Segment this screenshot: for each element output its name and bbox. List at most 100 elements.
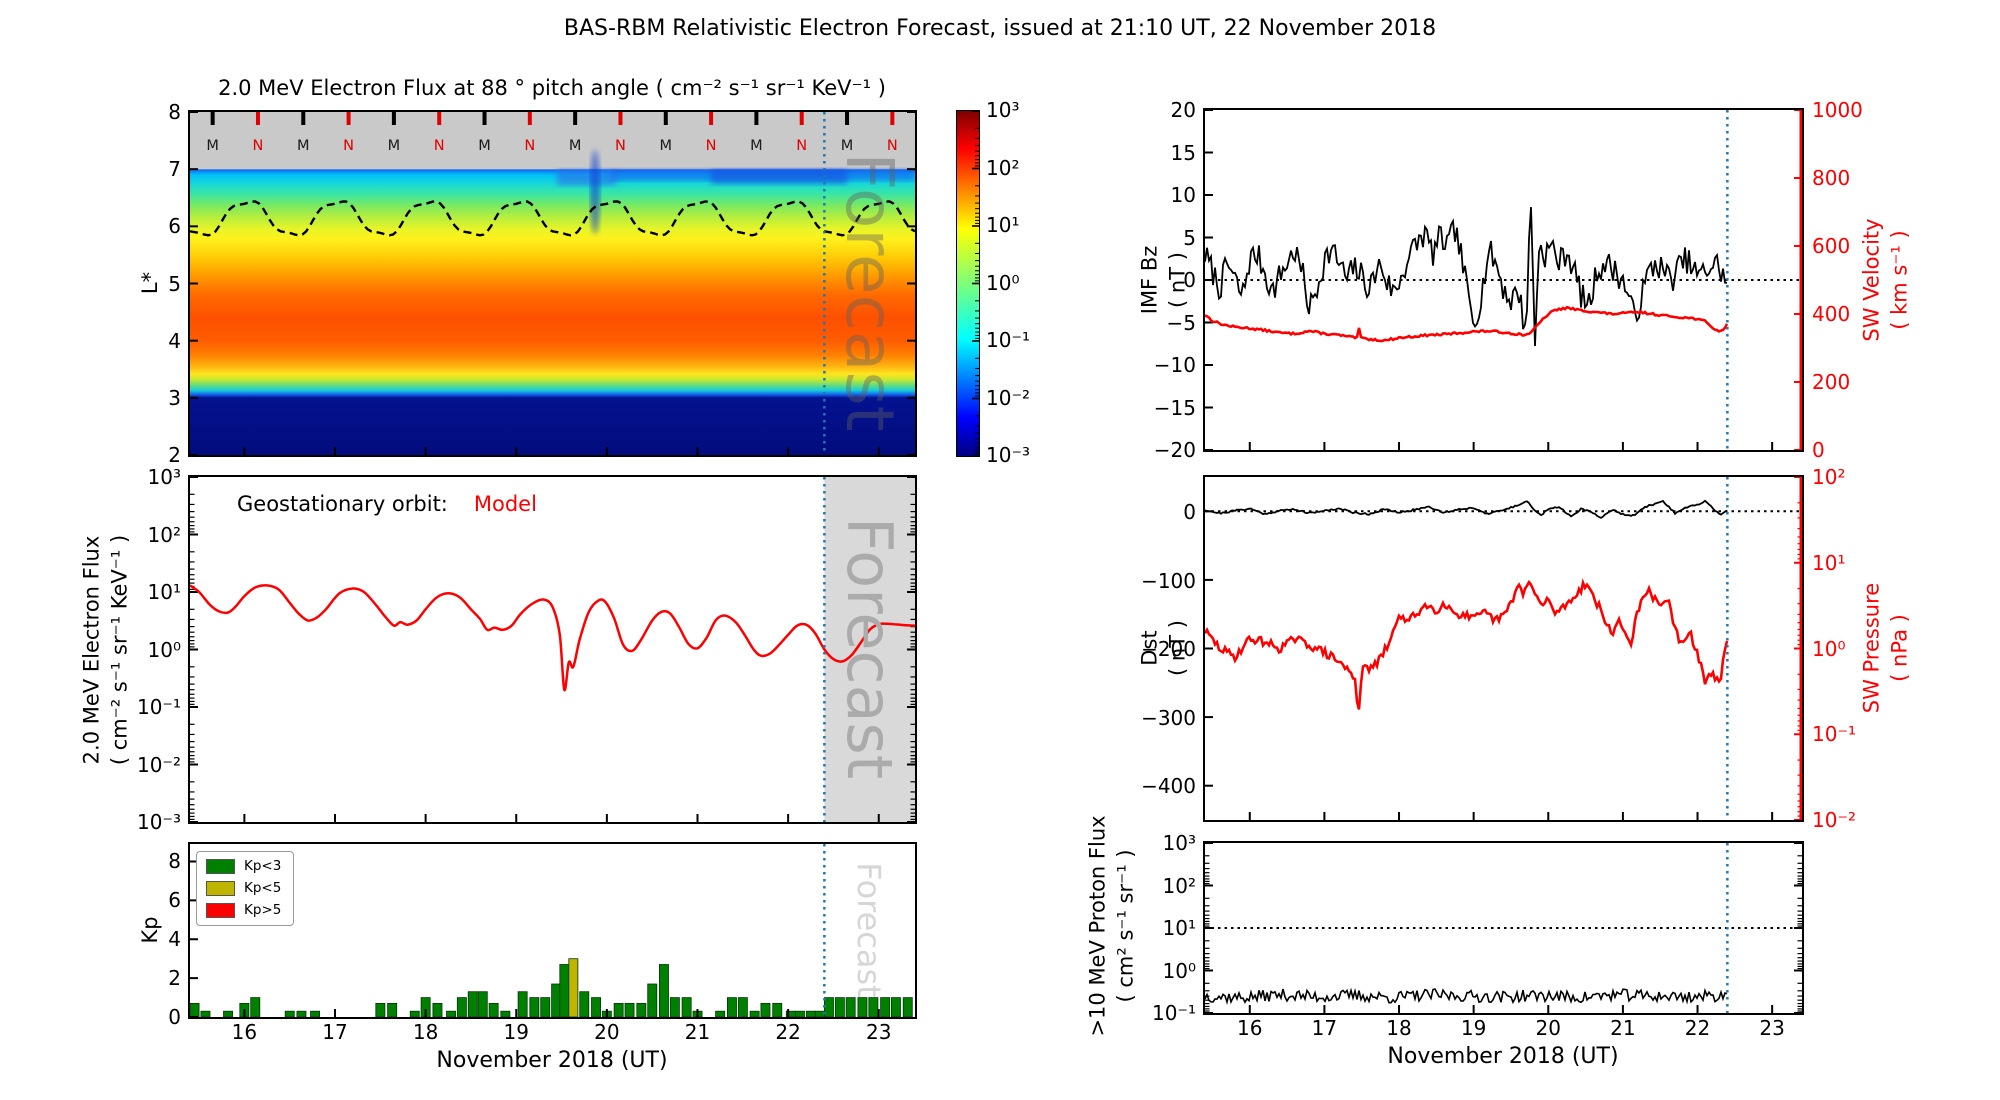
geo-annotation-text: Geostationary orbit: — [237, 492, 448, 516]
xlabel-left: November 2018 (UT) — [436, 1048, 668, 1073]
midnight-mark: M — [841, 138, 854, 154]
midnight-mark: M — [660, 138, 673, 154]
kp-ytick: 0 — [168, 1005, 181, 1029]
dst-ytick: −100 — [1141, 568, 1196, 593]
spectrogram-ytick: 4 — [168, 328, 181, 353]
geo-flux-ytick: 10² — [147, 522, 181, 547]
kp-ylabel: Kp — [137, 916, 162, 944]
geo-flux-ytick: 10¹ — [147, 580, 181, 604]
proton-ylabel-line1: >10 MeV Proton Flux — [1085, 815, 1110, 1037]
noon-mark: N — [343, 138, 354, 154]
legend-swatch-red — [206, 903, 235, 918]
legend-swatch-yellow — [206, 881, 235, 896]
dst-panel — [1203, 475, 1804, 822]
legend-label: Kp>5 — [244, 901, 282, 918]
noon-mark: N — [524, 138, 535, 154]
forecast-watermark-flux: Forecast — [833, 516, 906, 780]
kp-panel — [188, 842, 917, 1019]
sw-velocity-ylabel-units: ( km s⁻¹ ) — [1888, 230, 1912, 330]
noon-mark: N — [706, 138, 717, 154]
proton-ylabel-units: ( cm² s⁻¹ sr⁻¹ ) — [1114, 849, 1138, 1003]
legend-label: Kp<3 — [244, 857, 282, 874]
legend-swatch-green — [206, 859, 235, 874]
sw-pressure-ytick: 10¹ — [1812, 550, 1846, 575]
imf-bz-ytick: −20 — [1153, 438, 1196, 462]
forecast-watermark-spectrogram: Forecast — [831, 152, 908, 432]
colorbar-tick: 10⁻² — [986, 385, 1031, 410]
noon-mark: N — [796, 138, 807, 154]
sw-velocity-ylabel: SW Velocity( km s⁻¹ ) — [1858, 218, 1915, 341]
colorbar-tick: 10⁻¹ — [986, 328, 1031, 352]
xtick-right: 18 — [1386, 1016, 1412, 1040]
midnight-mark: M — [750, 138, 763, 154]
xtick-left: 23 — [866, 1020, 892, 1044]
spectrogram-ytick: 2 — [168, 443, 181, 467]
spectrogram-ytick: 5 — [168, 271, 181, 296]
geo-flux-ytick: 10⁻² — [136, 752, 181, 777]
geo-annotation: Geostationary orbit: Model — [237, 492, 537, 516]
proton-ytick: 10⁰ — [1162, 958, 1196, 983]
spectrogram-ytick: 3 — [168, 385, 181, 410]
geo-flux-panel — [188, 475, 917, 824]
legend-label: Kp<5 — [244, 879, 282, 896]
xtick-left: 17 — [322, 1020, 348, 1044]
midnight-mark: M — [297, 138, 310, 154]
dst-ytick: −200 — [1141, 637, 1196, 662]
noon-mark: N — [434, 138, 445, 154]
imf-bz-ytick: 10 — [1170, 183, 1196, 207]
xlabel-right: November 2018 (UT) — [1387, 1044, 1619, 1069]
xtick-left: 18 — [412, 1020, 439, 1044]
sw-pressure-ytick: 10⁻² — [1812, 808, 1857, 832]
kp-ytick: 2 — [168, 966, 181, 991]
spectrogram-ytick: 7 — [168, 157, 181, 182]
xtick-left: 16 — [231, 1020, 258, 1044]
proton-flux-panel — [1203, 841, 1804, 1015]
proton-ytick: 10² — [1162, 873, 1196, 898]
geo-flux-ylabel: 2.0 MeV Electron Flux( cm⁻² s⁻¹ sr⁻¹ KeV… — [78, 535, 135, 765]
xtick-right: 20 — [1535, 1016, 1561, 1040]
sw-velocity-ytick: 200 — [1812, 370, 1851, 394]
xtick-right: 23 — [1759, 1016, 1785, 1040]
legend-item-kp-lt3: Kp<3 — [206, 859, 281, 874]
dst-ytick: −400 — [1141, 774, 1196, 799]
sw-velocity-ytick: 800 — [1812, 166, 1851, 190]
spectrogram-ytick: 8 — [168, 100, 181, 124]
imf-bz-ytick: 20 — [1170, 98, 1196, 122]
spectrogram-ylabel: L* — [137, 271, 162, 295]
legend-item-kp-gt5: Kp>5 — [206, 903, 281, 918]
geo-flux-ytick: 10⁰ — [147, 637, 181, 662]
kp-legend: Kp<3 Kp<5 Kp>5 — [196, 851, 295, 926]
xtick-right: 22 — [1684, 1016, 1711, 1040]
imf-bz-ytick: 15 — [1170, 140, 1196, 165]
proton-ytick: 10³ — [1162, 831, 1196, 855]
proton-ytick: 10⁻¹ — [1151, 1001, 1196, 1025]
kp-ytick: 8 — [168, 849, 181, 874]
sw-pressure-ylabel-units: ( nPa ) — [1888, 614, 1912, 682]
legend-item-kp-lt5: Kp<5 — [206, 881, 281, 896]
xtick-left: 20 — [594, 1020, 620, 1044]
geo-flux-ytick: 10⁻¹ — [136, 695, 181, 719]
noon-mark: N — [887, 138, 898, 154]
colorbar-tick: 10² — [986, 155, 1020, 180]
colorbar-tick: 10¹ — [986, 213, 1020, 237]
forecast-watermark-kp: Forecast — [850, 862, 888, 998]
sw-pressure-ylabel-line1: SW Pressure — [1859, 582, 1884, 714]
midnight-mark: M — [388, 138, 401, 154]
imf-bz-ytick: 5 — [1183, 225, 1196, 250]
geo-annotation-model: Model — [473, 492, 537, 516]
sw-velocity-ytick: 400 — [1812, 302, 1851, 326]
xtick-right: 16 — [1237, 1016, 1263, 1040]
xtick-left: 19 — [503, 1020, 529, 1044]
sw-pressure-ytick: 10⁻¹ — [1812, 722, 1857, 747]
xtick-left: 22 — [775, 1020, 801, 1044]
spectrogram-ytick: 6 — [168, 214, 181, 239]
kp-ytick: 6 — [168, 888, 181, 913]
imf-bz-panel — [1203, 108, 1804, 452]
imf-bz-ytick: −10 — [1153, 353, 1196, 377]
colorbar-tick: 10⁰ — [986, 270, 1020, 295]
noon-mark: N — [615, 138, 626, 154]
figure-title: BAS-RBM Relativistic Electron Forecast, … — [563, 16, 1437, 41]
sw-pressure-ylabel: SW Pressure( nPa ) — [1858, 583, 1915, 713]
dst-ytick: 0 — [1183, 500, 1196, 524]
xtick-left: 21 — [684, 1020, 711, 1044]
